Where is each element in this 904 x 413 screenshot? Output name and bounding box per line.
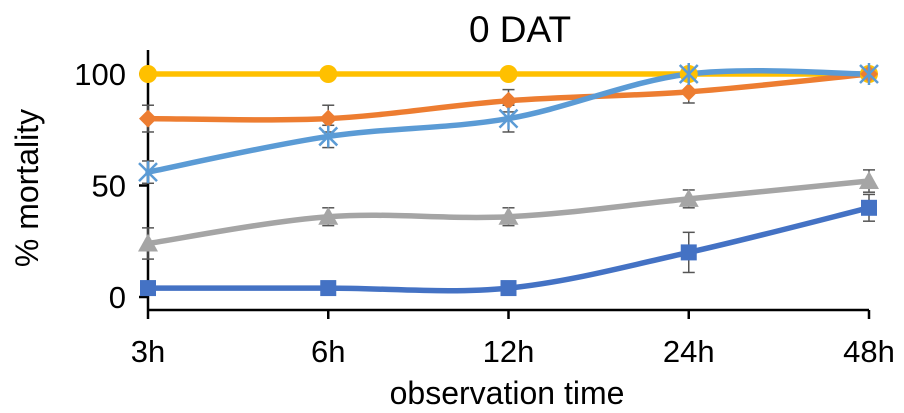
data-point-triangle: [498, 206, 519, 225]
data-point-square: [140, 280, 156, 297]
data-point-triangle: [678, 188, 699, 207]
data-point-square: [320, 280, 337, 297]
x-axis-label: observation time: [390, 375, 625, 411]
data-point-square: [861, 199, 877, 216]
x-tick-label: 12h: [483, 334, 535, 369]
x-tick-label: 6h: [311, 334, 345, 369]
data-point-circle: [319, 65, 338, 83]
y-tick-label: 0: [109, 280, 126, 315]
data-point-circle: [499, 65, 518, 83]
y-ticks: 0 50 100: [74, 57, 148, 315]
data-point-square: [680, 244, 697, 261]
y-tick-label: 100: [74, 57, 126, 92]
data-point-triangle: [138, 233, 158, 252]
data-point-asterisk: [859, 63, 879, 85]
series-markers: [138, 63, 879, 297]
y-tick-label: 50: [92, 169, 126, 204]
data-point-diamond: [499, 91, 518, 110]
y-axis-label: % mortality: [9, 109, 45, 267]
x-tick-label: 3h: [131, 334, 165, 369]
data-point-asterisk: [138, 161, 158, 184]
chart-title: 0 DAT: [469, 9, 571, 50]
data-point-circle: [139, 65, 157, 83]
data-point-asterisk: [498, 107, 519, 130]
x-tick-label: 24h: [663, 334, 715, 369]
x-tick-label: 48h: [843, 334, 895, 369]
data-point-asterisk: [318, 125, 339, 148]
data-point-diamond: [139, 109, 157, 128]
data-point-square: [500, 280, 517, 297]
data-point-asterisk: [678, 63, 699, 85]
x-ticks: 3h 6h 12h 24h 48h: [131, 310, 895, 369]
data-point-triangle: [859, 171, 879, 190]
data-point-diamond: [679, 82, 698, 101]
data-point-triangle: [318, 206, 339, 225]
data-point-diamond: [319, 109, 338, 128]
